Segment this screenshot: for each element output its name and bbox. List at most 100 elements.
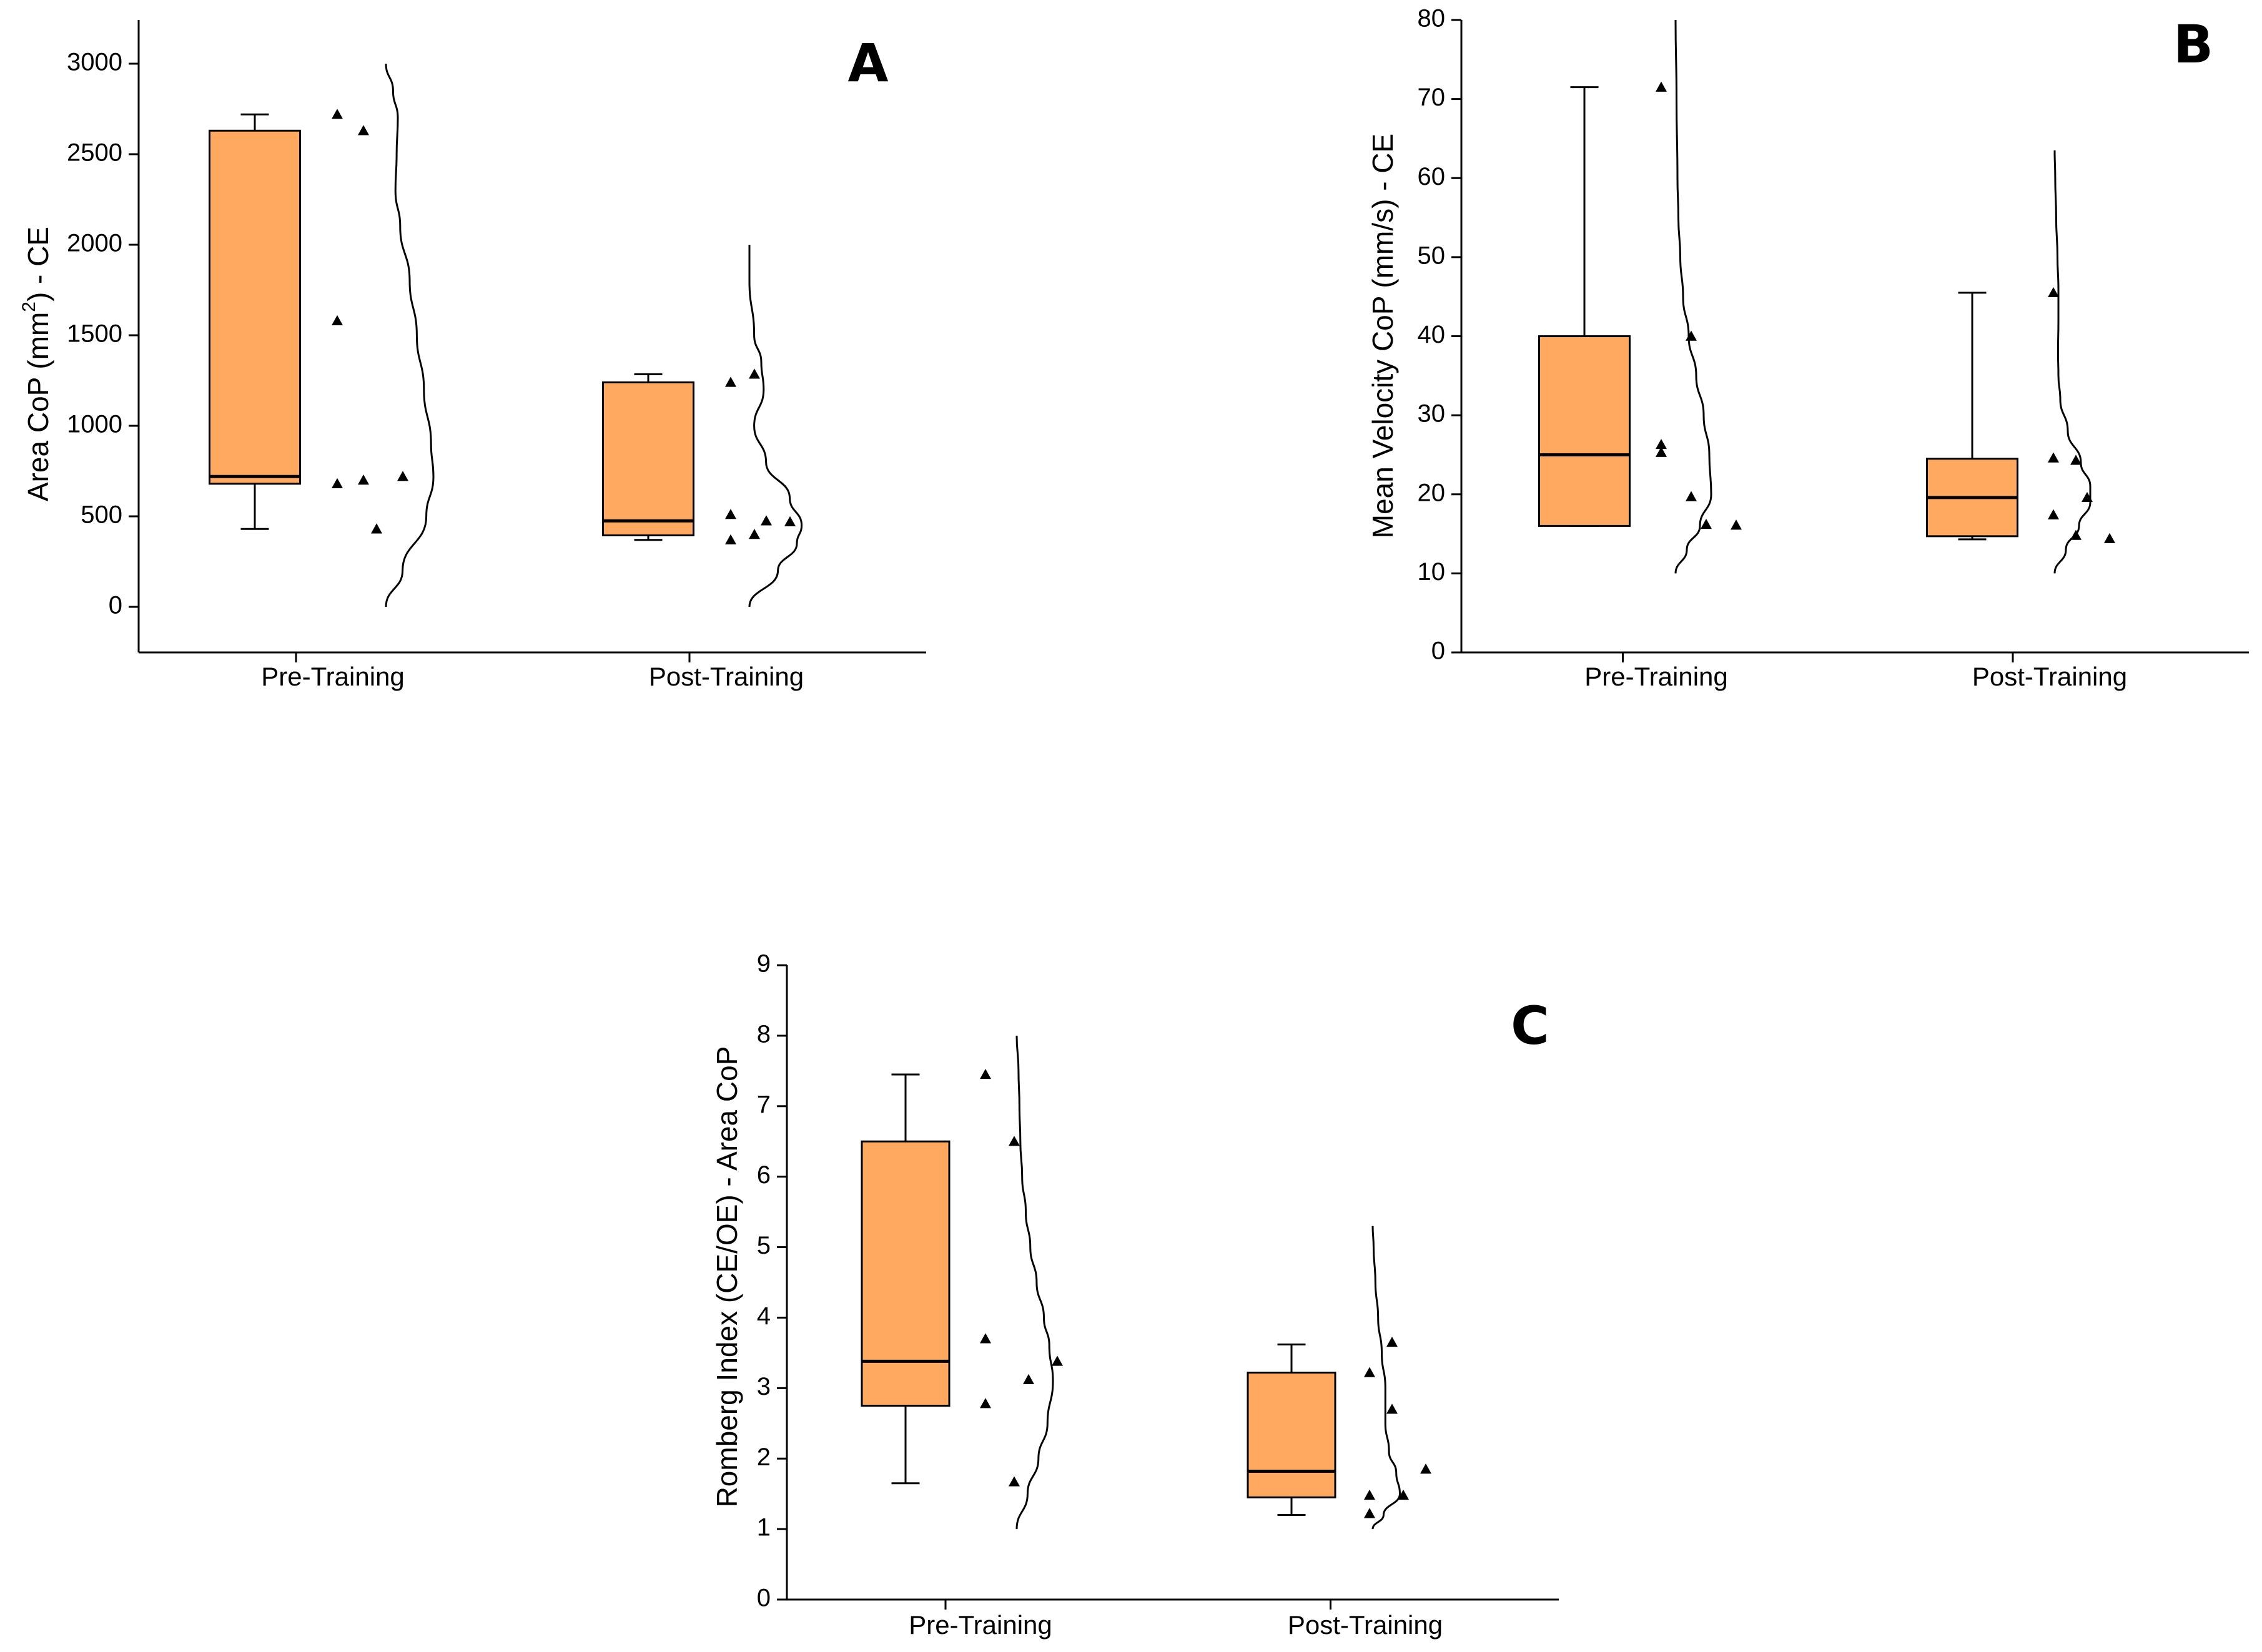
panel-a-y-tick-label: 2500	[67, 139, 122, 167]
panel-b-post-data-point	[2048, 509, 2059, 519]
panel-a-pre-data-point	[358, 474, 369, 485]
panel-a-pre-data-point	[332, 109, 343, 119]
panel-b-density-curves	[1674, 19, 2092, 574]
panel-b-y-tick-label: 60	[1418, 163, 1446, 190]
panel-c-points	[980, 1068, 1431, 1518]
panel-b-pre-data-point	[1686, 491, 1697, 501]
panel-a-post-data-point	[725, 534, 736, 544]
panel-b-y-tick-label: 70	[1418, 84, 1446, 111]
panel-b-pre-box	[1538, 335, 1631, 527]
panel-c-post-data-point	[1364, 1367, 1375, 1377]
panel-c-pre-data-point	[980, 1068, 991, 1079]
panel-c-y-tick-label: 6	[757, 1161, 771, 1189]
panel-b-y-tick-label: 20	[1418, 479, 1446, 506]
panel-a-y-tick-label: 500	[81, 501, 122, 529]
panel-a-post-box	[602, 381, 694, 536]
panel-b-pre-density-curve	[1674, 19, 1712, 574]
panel-b-letter: B	[2173, 14, 2213, 75]
panel-a-letter: A	[847, 32, 888, 94]
panel-b-y-tick-label: 30	[1418, 400, 1446, 428]
panel-c-post-data-point	[1386, 1336, 1398, 1347]
panel-c-pre-data-point	[980, 1333, 991, 1344]
panel-c-y-tick-label: 1	[757, 1514, 771, 1541]
panel-c-post-data-point	[1364, 1489, 1375, 1500]
panel-c-letter: C	[1511, 995, 1549, 1056]
panel-b-post-density-curve	[2053, 150, 2092, 574]
panel-b-y-tick-label: 80	[1418, 5, 1446, 32]
panel-a-post-data-point	[761, 515, 772, 526]
panel-c-x-label-pre: Pre-Training	[909, 1610, 1052, 1640]
panel-a-y-axis-title: Area CoP (mm2) - CE	[19, 227, 54, 501]
panel-c-post-box	[1247, 1371, 1336, 1498]
panel-b-y-tick-label: 0	[1431, 637, 1445, 665]
panel-b-x-label-pre: Pre-Training	[1584, 662, 1728, 691]
panel-c-y-axis-title: Romberg Index (CE/OE) - Area CoP	[711, 1046, 743, 1508]
panel-c-y-tick-label: 7	[757, 1091, 771, 1118]
panel-c-x-label-post: Post-Training	[1288, 1610, 1443, 1640]
panel-c-pre-data-point	[1023, 1374, 1034, 1384]
panel-c-pre-data-point	[1009, 1476, 1020, 1487]
panel-a-pre-data-point	[358, 125, 369, 135]
panel-c-post-data-point	[1386, 1404, 1398, 1414]
panel-c-y-ticks: 0 1 2 3 4 5 6 7 8 9	[757, 950, 787, 1612]
panel-b-y-tick-label: 10	[1418, 558, 1446, 586]
panel-b-y-tick-label: 50	[1418, 242, 1446, 269]
panel-c-post-data-point	[1398, 1489, 1409, 1500]
panel-a-post-data-point	[725, 376, 736, 387]
panel-a-pre-box	[209, 129, 301, 485]
panel-a-density-curves	[385, 63, 803, 607]
panel-c-boxes	[861, 1073, 1336, 1517]
panel-c-post-density-curve	[1371, 1226, 1401, 1530]
panel-a-y-tick-label: 3000	[67, 49, 122, 76]
panel-c: 0 1 2 3 4 5 6 7 8 9 Romberg Index (CE/OE) - Area …	[711, 950, 1559, 1640]
panel-a-y-tick-label: 0	[109, 592, 122, 619]
panel-b-post-data-point	[2104, 533, 2115, 543]
panel-c-y-tick-label: 5	[757, 1232, 771, 1259]
panel-b-y-ticks: 0 10 20 30 40 50 60 70 80	[1418, 5, 1461, 665]
panel-b-y-tick-label: 40	[1418, 321, 1446, 348]
panel-c-pre-density-curve	[1015, 1035, 1054, 1530]
panel-c-density-curves	[1015, 1035, 1401, 1530]
panel-a-pre-density-curve	[385, 63, 435, 607]
panel-a-post-density-curve	[748, 245, 803, 607]
panel-c-y-tick-label: 4	[757, 1302, 771, 1330]
panel-b-post-data-point	[2048, 452, 2059, 463]
panel-a-post-data-point	[749, 368, 760, 379]
panel-a-pre-data-point	[371, 523, 382, 534]
panel-b-pre-data-point	[1701, 518, 1712, 529]
panel-c-pre-data-point	[1009, 1136, 1020, 1146]
panel-a-y-tick-label: 1500	[67, 320, 122, 348]
panel-a-pre-data-point	[397, 471, 408, 481]
panel-a-pre-data-point	[332, 315, 343, 325]
panel-a-boxes	[209, 113, 694, 541]
panel-c-y-tick-label: 0	[757, 1585, 771, 1612]
panel-c-y-tick-label: 9	[757, 950, 771, 978]
panel-b-y-axis-title: Mean Velocity CoP (mm/s) - CE	[1366, 134, 1399, 538]
panel-b-pre-data-point	[1731, 519, 1742, 530]
panel-b: 0 10 20 30 40 50 60 70 80 Mean Velocity CoP (mm/…	[1366, 5, 2249, 691]
panel-b-pre-data-point	[1656, 81, 1667, 92]
panel-b-post-data-point	[2070, 455, 2082, 465]
panel-b-x-label-post: Post-Training	[1972, 662, 2127, 691]
panel-a-points	[332, 109, 796, 544]
panel-a-x-label-post: Post-Training	[649, 662, 804, 691]
panel-c-pre-data-point	[980, 1398, 991, 1409]
panel-c-axes	[786, 965, 1559, 1610]
panel-c-post-data-point	[1420, 1463, 1431, 1474]
panel-a-y-tick-label: 1000	[67, 411, 122, 438]
panel-a-y-tick-label: 2000	[67, 230, 122, 257]
panel-c-pre-data-point	[1052, 1355, 1063, 1366]
panel-a-post-data-point	[749, 529, 760, 539]
panel-c-y-tick-label: 2	[757, 1443, 771, 1471]
panel-a: 0 500 1000 1500 2000 2500 3000 Area CoP (mm2) …	[19, 20, 926, 691]
panel-c-y-tick-label: 3	[757, 1373, 771, 1400]
panel-b-post-data-point	[2048, 287, 2059, 298]
panel-b-pre-data-point	[1656, 438, 1667, 450]
panel-b-boxes	[1538, 86, 2018, 541]
panel-a-post-data-point	[784, 516, 796, 526]
panel-a-post-data-point	[725, 509, 736, 519]
panel-b-pre-data-point	[1656, 446, 1667, 457]
panel-a-pre-data-point	[332, 478, 343, 488]
panel-c-y-tick-label: 8	[757, 1020, 771, 1048]
